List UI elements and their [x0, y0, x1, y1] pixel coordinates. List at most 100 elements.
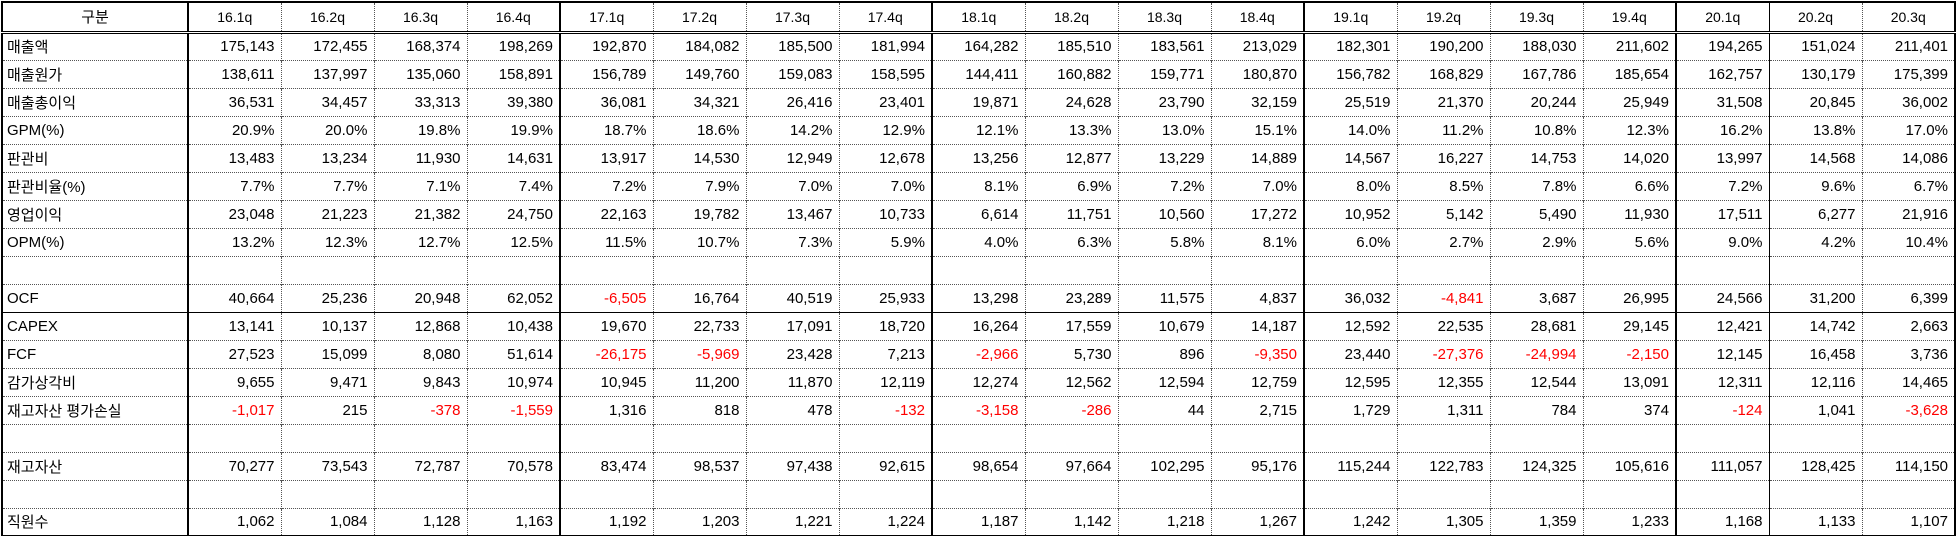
data-cell[interactable]: 20,948	[373, 283, 467, 312]
data-cell[interactable]	[559, 479, 653, 508]
column-header-cell[interactable]: 20.3q	[1861, 2, 1955, 34]
data-cell[interactable]: 156,782	[1303, 59, 1397, 88]
data-cell[interactable]: 17,511	[1675, 199, 1769, 228]
data-cell[interactable]: 156,789	[559, 59, 653, 88]
column-header-cell[interactable]: 17.3q	[745, 2, 839, 34]
data-cell[interactable]: 25,519	[1303, 87, 1397, 116]
data-cell[interactable]: 1,305	[1396, 507, 1490, 536]
data-cell[interactable]	[1303, 423, 1397, 452]
data-cell[interactable]: -378	[373, 395, 467, 424]
data-cell[interactable]: 14,753	[1489, 143, 1583, 172]
data-cell[interactable]: 7.0%	[838, 171, 932, 200]
data-cell[interactable]: -27,376	[1396, 339, 1490, 368]
data-cell[interactable]: 6,277	[1768, 199, 1862, 228]
row-label-cell[interactable]: 직원수	[2, 507, 188, 536]
data-cell[interactable]: 21,223	[280, 199, 374, 228]
data-cell[interactable]: 6.7%	[1861, 171, 1955, 200]
data-cell[interactable]	[1117, 255, 1211, 284]
row-label-cell[interactable]	[2, 255, 188, 284]
data-cell[interactable]	[1489, 255, 1583, 284]
data-cell[interactable]	[1768, 479, 1862, 508]
data-cell[interactable]: 12,592	[1303, 311, 1397, 340]
data-cell[interactable]: 149,760	[652, 59, 746, 88]
data-cell[interactable]: 818	[652, 395, 746, 424]
data-cell[interactable]: 12,877	[1024, 143, 1118, 172]
row-label-cell[interactable]: CAPEX	[2, 311, 188, 340]
data-cell[interactable]: 478	[745, 395, 839, 424]
data-cell[interactable]: 36,002	[1861, 87, 1955, 116]
data-cell[interactable]: 13,141	[187, 311, 281, 340]
data-cell[interactable]: 21,382	[373, 199, 467, 228]
row-label-cell[interactable]: FCF	[2, 339, 188, 368]
data-cell[interactable]: 13,091	[1582, 367, 1676, 396]
column-header-cell[interactable]: 16.1q	[187, 2, 281, 34]
data-cell[interactable]	[466, 255, 560, 284]
data-cell[interactable]: 5,490	[1489, 199, 1583, 228]
data-cell[interactable]: 18,720	[838, 311, 932, 340]
data-cell[interactable]: 7.3%	[745, 227, 839, 256]
data-cell[interactable]	[1582, 479, 1676, 508]
column-header-cell[interactable]: 19.3q	[1489, 2, 1583, 34]
data-cell[interactable]: 158,891	[466, 59, 560, 88]
data-cell[interactable]: 10.7%	[652, 227, 746, 256]
data-cell[interactable]: 12,678	[838, 143, 932, 172]
data-cell[interactable]	[280, 255, 374, 284]
data-cell[interactable]	[1582, 255, 1676, 284]
data-cell[interactable]: 33,313	[373, 87, 467, 116]
data-cell[interactable]: 19,670	[559, 311, 653, 340]
row-label-cell[interactable]: 재고자산	[2, 451, 188, 480]
data-cell[interactable]	[1489, 423, 1583, 452]
data-cell[interactable]: 27,523	[187, 339, 281, 368]
data-cell[interactable]: 7.9%	[652, 171, 746, 200]
data-cell[interactable]: 40,519	[745, 283, 839, 312]
data-cell[interactable]: -2,966	[931, 339, 1025, 368]
data-cell[interactable]: 13.0%	[1117, 115, 1211, 144]
data-cell[interactable]: 135,060	[373, 59, 467, 88]
data-cell[interactable]: 14,631	[466, 143, 560, 172]
data-cell[interactable]: 31,508	[1675, 87, 1769, 116]
data-cell[interactable]: 40,664	[187, 283, 281, 312]
data-cell[interactable]: -1,559	[466, 395, 560, 424]
data-cell[interactable]: 11.2%	[1396, 115, 1490, 144]
data-cell[interactable]: 12,595	[1303, 367, 1397, 396]
data-cell[interactable]	[373, 423, 467, 452]
data-cell[interactable]: 5.9%	[838, 227, 932, 256]
column-header-cell[interactable]: 19.4q	[1582, 2, 1676, 34]
data-cell[interactable]: 28,681	[1489, 311, 1583, 340]
data-cell[interactable]: 3,736	[1861, 339, 1955, 368]
column-header-cell[interactable]: 19.1q	[1303, 2, 1397, 34]
data-cell[interactable]	[1861, 423, 1955, 452]
data-cell[interactable]: 2.9%	[1489, 227, 1583, 256]
row-label-cell[interactable]: OPM(%)	[2, 227, 188, 256]
data-cell[interactable]	[1861, 479, 1955, 508]
data-cell[interactable]: 181,994	[838, 30, 932, 60]
data-cell[interactable]: 168,829	[1396, 59, 1490, 88]
data-cell[interactable]: 9,471	[280, 367, 374, 396]
data-cell[interactable]: 138,611	[187, 59, 281, 88]
data-cell[interactable]: 12.5%	[466, 227, 560, 256]
data-cell[interactable]: 23,289	[1024, 283, 1118, 312]
data-cell[interactable]: 4,837	[1210, 283, 1304, 312]
data-cell[interactable]: 194,265	[1675, 30, 1769, 60]
data-cell[interactable]: 6.3%	[1024, 227, 1118, 256]
data-cell[interactable]: 20,244	[1489, 87, 1583, 116]
data-cell[interactable]: 83,474	[559, 451, 653, 480]
data-cell[interactable]	[559, 255, 653, 284]
data-cell[interactable]: -5,969	[652, 339, 746, 368]
data-cell[interactable]: 6.9%	[1024, 171, 1118, 200]
data-cell[interactable]	[1210, 255, 1304, 284]
data-cell[interactable]: 36,032	[1303, 283, 1397, 312]
data-cell[interactable]: 13,467	[745, 199, 839, 228]
data-cell[interactable]: 182,301	[1303, 30, 1397, 60]
data-cell[interactable]: 215	[280, 395, 374, 424]
data-cell[interactable]: 192,870	[559, 30, 653, 60]
data-cell[interactable]	[745, 255, 839, 284]
data-cell[interactable]: 20.9%	[187, 115, 281, 144]
data-cell[interactable]: 14.2%	[745, 115, 839, 144]
data-cell[interactable]: 185,500	[745, 30, 839, 60]
row-label-cell[interactable]: OCF	[2, 283, 188, 312]
data-cell[interactable]: 9.6%	[1768, 171, 1862, 200]
data-cell[interactable]	[838, 479, 932, 508]
data-cell[interactable]: 7.0%	[1210, 171, 1304, 200]
row-label-cell[interactable]	[2, 479, 188, 508]
